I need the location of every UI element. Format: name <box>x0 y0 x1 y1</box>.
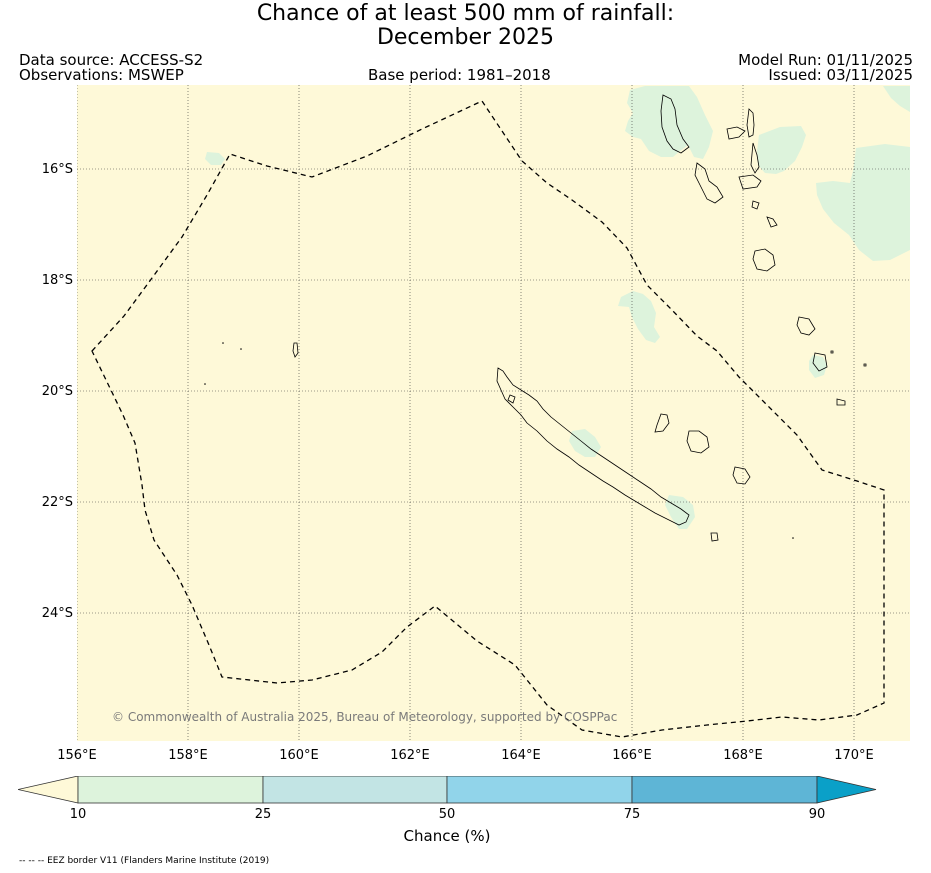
malekula <box>694 162 724 204</box>
copyright-text: © Commonwealth of Australia 2025, Bureau… <box>112 710 618 724</box>
lon-label-162e: 162°E <box>390 748 430 763</box>
graticule <box>77 85 910 741</box>
colorbar-segment-25-50 <box>262 776 448 804</box>
map-background <box>77 85 910 741</box>
base-period-text: Base period: 1981–2018 <box>368 66 551 84</box>
lat-label-20s: 20°S <box>41 384 73 399</box>
isle-of-pines <box>710 532 719 542</box>
islet-dot-3 <box>204 383 206 385</box>
colorbar-segment-75-90 <box>631 776 818 804</box>
islet-dot-4 <box>792 537 794 539</box>
colorbar-segment-50-75 <box>446 776 633 804</box>
lon-label-168e: 168°E <box>723 748 763 763</box>
observations-text: Observations: MSWEP <box>19 66 184 84</box>
shepherd-islands <box>751 200 760 210</box>
islet-2 <box>830 350 834 354</box>
colorbar-extend-high <box>816 776 877 804</box>
maewo <box>726 126 746 140</box>
east-area <box>816 144 910 261</box>
issued-text: Issued: 03/11/2025 <box>768 66 913 84</box>
lat-label-22s: 22°S <box>41 495 73 510</box>
efate-north <box>766 216 778 228</box>
lat-label-18s: 18°S <box>41 273 73 288</box>
colorbar-tick-10: 10 <box>69 807 87 822</box>
colorbar-tick-90: 90 <box>808 807 826 822</box>
model-run-text: Model Run: 01/11/2025 <box>738 51 913 69</box>
map-title-line1: Chance of at least 500 mm of rainfall: <box>256 1 675 26</box>
lat-label-24s: 24°S <box>41 606 73 621</box>
west-small-area <box>205 152 225 165</box>
map-title-line2: December 2025 <box>376 25 555 50</box>
data-source-text: Data source: ACCESS-S2 <box>19 51 204 69</box>
espiritu-santo <box>660 94 690 154</box>
small-islets <box>204 342 794 539</box>
colorbar-segment-10-25 <box>77 776 264 804</box>
vanuatu-north-area <box>625 86 713 159</box>
islet-dot-1 <box>222 342 224 344</box>
tanna <box>812 352 828 372</box>
colorbar-tick-50: 50 <box>438 807 456 822</box>
lon-label-166e: 166°E <box>612 748 652 763</box>
colorbar-tick-25: 25 <box>254 807 272 822</box>
loyalty-lifou <box>686 430 710 454</box>
colorbar <box>18 776 877 804</box>
aneityum <box>836 398 846 406</box>
coastlines <box>292 94 867 542</box>
central-north-area <box>618 291 660 343</box>
lon-label-156e: 156°E <box>57 748 97 763</box>
efate <box>752 248 776 272</box>
northeast-corner-area <box>883 86 910 112</box>
lat-label-16s: 16°S <box>41 162 73 177</box>
lon-label-170e: 170°E <box>834 748 874 763</box>
loyalty-ouvea <box>654 413 670 433</box>
vanuatu-central-area <box>757 126 806 174</box>
chesterfield-islands <box>292 342 299 358</box>
eez-footnote: -- -- -- EEZ border V11 (Flanders Marine… <box>19 856 270 866</box>
lon-label-160e: 160°E <box>279 748 319 763</box>
map-panel <box>77 85 910 741</box>
eez-border <box>91 100 885 738</box>
new-caledonia-coast <box>496 367 690 526</box>
lon-label-158e: 158°E <box>168 748 208 763</box>
islet-dot-2 <box>240 348 242 350</box>
lon-label-164e: 164°E <box>501 748 541 763</box>
loyalty-mare <box>732 466 751 485</box>
colorbar-extend-low <box>18 776 79 804</box>
islet-3 <box>863 363 867 367</box>
pentecost <box>746 108 755 138</box>
erromango <box>796 316 816 336</box>
islet-1 <box>507 394 516 404</box>
colorbar-tick-75: 75 <box>623 807 641 822</box>
ambrym <box>750 142 760 174</box>
epi <box>738 174 762 190</box>
colorbar-label: Chance (%) <box>403 827 491 845</box>
